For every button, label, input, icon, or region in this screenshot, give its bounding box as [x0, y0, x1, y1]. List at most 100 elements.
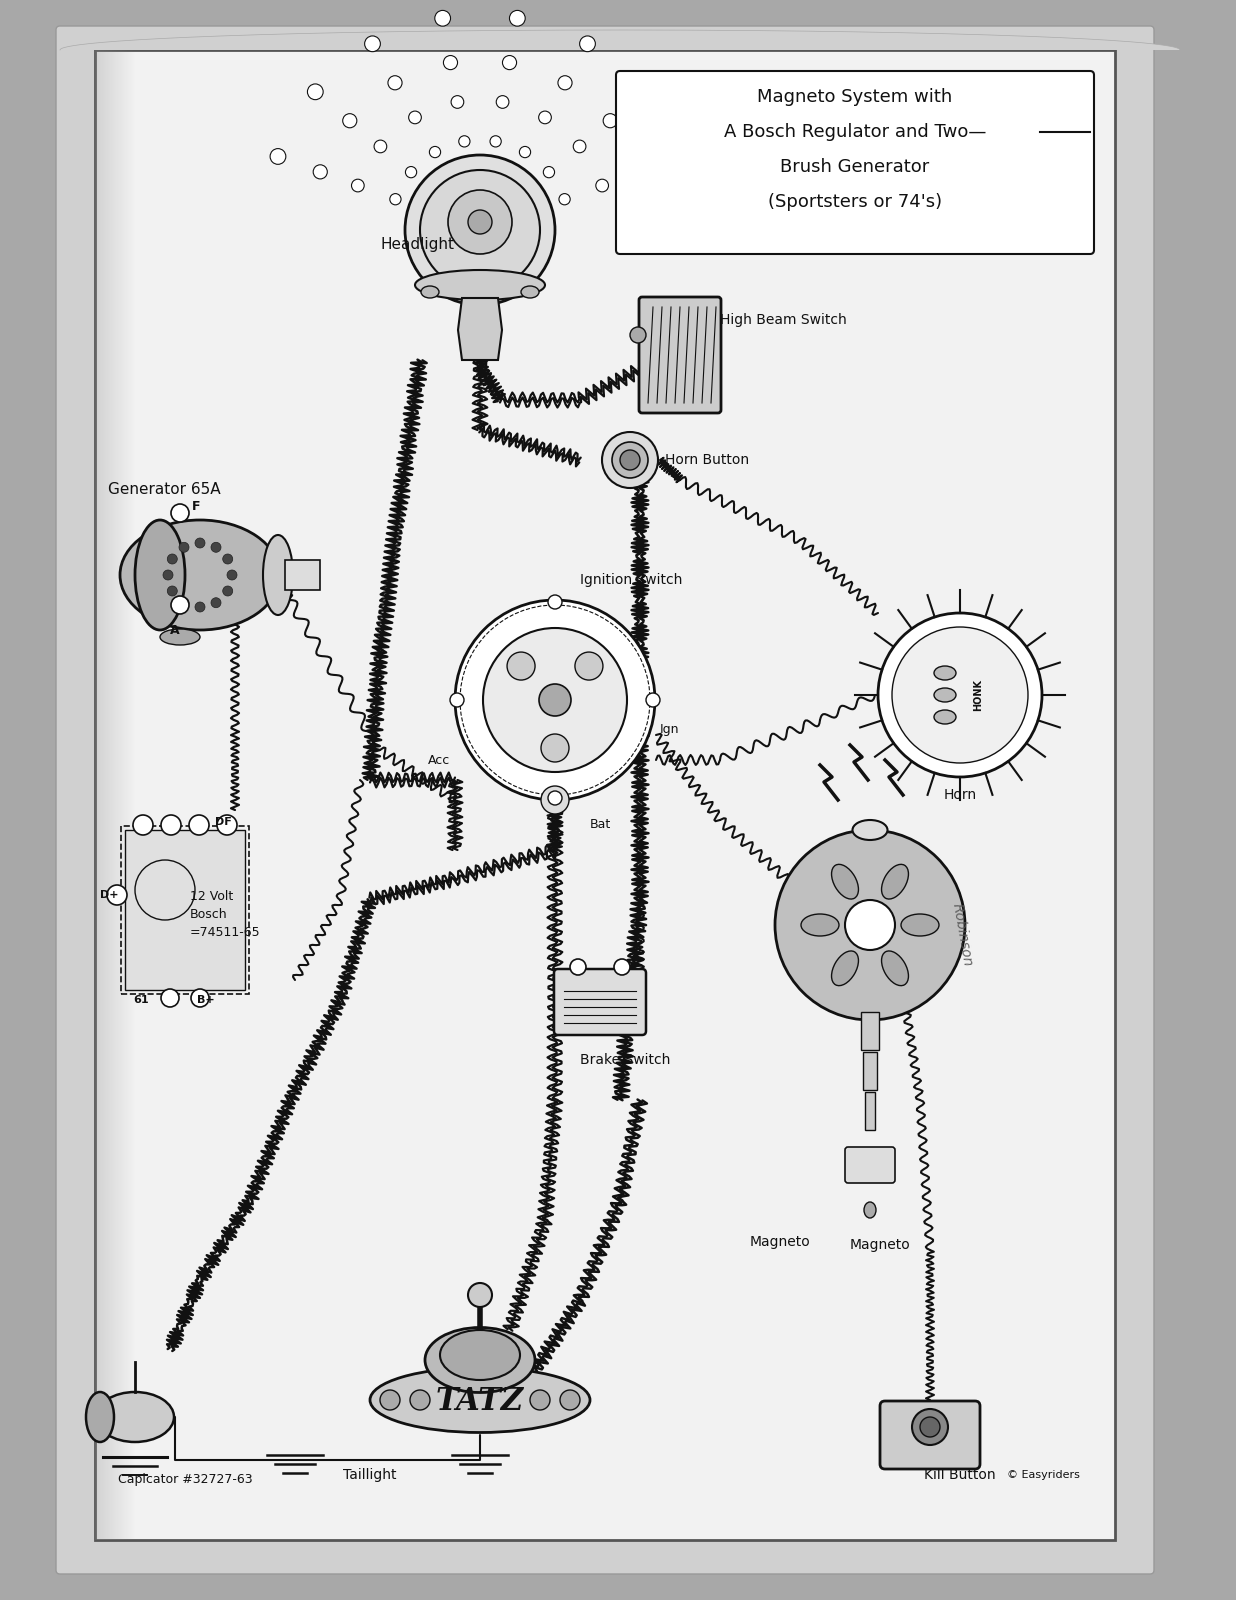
Circle shape [351, 179, 365, 192]
Circle shape [161, 814, 180, 835]
Text: Robinson: Robinson [950, 902, 975, 968]
Ellipse shape [87, 1392, 114, 1442]
Circle shape [602, 432, 658, 488]
Text: Bat: Bat [590, 819, 612, 832]
Bar [865, 1091, 875, 1130]
Circle shape [195, 602, 205, 611]
Text: High Beam Switch: High Beam Switch [721, 314, 847, 326]
Circle shape [633, 165, 646, 179]
Circle shape [920, 1418, 941, 1437]
Text: 12 Volt
Bosch
=74511-65: 12 Volt Bosch =74511-65 [190, 891, 261, 939]
Text: (Sportsters or 74's): (Sportsters or 74's) [768, 194, 942, 211]
Text: 61: 61 [133, 995, 148, 1005]
FancyBboxPatch shape [845, 1147, 895, 1182]
Ellipse shape [853, 819, 887, 840]
Circle shape [845, 899, 895, 950]
Circle shape [539, 110, 551, 123]
Circle shape [548, 790, 562, 805]
Circle shape [389, 194, 400, 205]
Text: HONK: HONK [973, 678, 983, 710]
Circle shape [179, 598, 189, 608]
Circle shape [878, 613, 1042, 778]
Ellipse shape [832, 864, 859, 899]
FancyBboxPatch shape [554, 970, 646, 1035]
Circle shape [133, 814, 153, 835]
Circle shape [489, 136, 502, 147]
Circle shape [596, 179, 608, 192]
Circle shape [674, 149, 690, 165]
Circle shape [167, 554, 177, 565]
Circle shape [308, 83, 323, 99]
Ellipse shape [263, 534, 293, 614]
Text: DF: DF [215, 818, 232, 827]
Ellipse shape [425, 1328, 535, 1392]
Text: Magneto: Magneto [850, 1238, 911, 1251]
Text: Horn: Horn [943, 787, 976, 802]
Circle shape [544, 166, 555, 178]
Text: A: A [171, 624, 179, 637]
Circle shape [630, 326, 646, 342]
Text: Horn Button: Horn Button [665, 453, 749, 467]
Circle shape [342, 114, 357, 128]
Circle shape [509, 10, 525, 26]
Text: Headlight: Headlight [379, 237, 454, 253]
Circle shape [912, 1410, 948, 1445]
Ellipse shape [522, 286, 539, 298]
Bar [125, 830, 245, 990]
Circle shape [451, 96, 464, 109]
Ellipse shape [881, 950, 908, 986]
Circle shape [507, 653, 535, 680]
Circle shape [375, 141, 387, 152]
Circle shape [603, 114, 617, 128]
Circle shape [211, 598, 221, 608]
Circle shape [468, 1283, 492, 1307]
Circle shape [192, 989, 209, 1006]
Circle shape [519, 147, 530, 158]
Text: Ignition Switch: Ignition Switch [580, 573, 682, 587]
Circle shape [211, 542, 221, 552]
Circle shape [379, 1390, 400, 1410]
Circle shape [388, 75, 402, 90]
Text: Magneto: Magneto [750, 1235, 811, 1250]
Circle shape [444, 56, 457, 70]
Circle shape [410, 1390, 430, 1410]
Circle shape [548, 595, 562, 610]
Ellipse shape [934, 688, 955, 702]
Circle shape [541, 786, 569, 814]
Polygon shape [459, 298, 502, 360]
Text: F: F [192, 501, 200, 514]
Circle shape [167, 586, 177, 595]
Text: Kill Button: Kill Button [925, 1469, 996, 1482]
Circle shape [575, 653, 603, 680]
Circle shape [574, 141, 586, 152]
Circle shape [468, 210, 492, 234]
Circle shape [612, 442, 648, 478]
Circle shape [530, 1390, 550, 1410]
Circle shape [171, 595, 189, 614]
Ellipse shape [159, 629, 200, 645]
Circle shape [541, 734, 569, 762]
Circle shape [365, 35, 381, 51]
Text: D+: D+ [100, 890, 119, 899]
Text: B+: B+ [197, 995, 215, 1005]
Ellipse shape [415, 270, 545, 301]
Circle shape [559, 194, 570, 205]
FancyBboxPatch shape [56, 26, 1154, 1574]
Ellipse shape [421, 286, 439, 298]
Circle shape [560, 1390, 580, 1410]
Circle shape [218, 814, 237, 835]
Ellipse shape [901, 914, 939, 936]
Ellipse shape [370, 1368, 590, 1432]
Circle shape [455, 600, 655, 800]
Circle shape [195, 538, 205, 547]
Circle shape [646, 693, 660, 707]
Text: Magneto System with: Magneto System with [758, 88, 953, 106]
Circle shape [637, 83, 653, 99]
FancyBboxPatch shape [639, 298, 721, 413]
Circle shape [161, 989, 179, 1006]
Circle shape [171, 504, 189, 522]
Text: Acc: Acc [428, 754, 450, 766]
FancyBboxPatch shape [616, 70, 1094, 254]
Circle shape [271, 149, 286, 165]
Ellipse shape [801, 914, 839, 936]
